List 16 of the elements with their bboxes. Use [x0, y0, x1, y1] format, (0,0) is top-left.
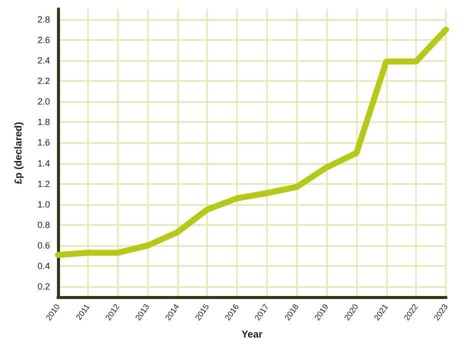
y-tick-label: 1.0 [37, 199, 50, 210]
y-tick-label: 2.2 [37, 76, 50, 86]
y-tick-label: 2.6 [37, 34, 50, 45]
y-tick-label: 0.6 [37, 240, 50, 251]
y-tick-label: 2.4 [37, 55, 50, 66]
y-tick-label: 0.8 [37, 220, 50, 230]
y-tick-label: 1.2 [37, 178, 50, 189]
y-tick-label: 2.0 [37, 96, 50, 107]
y-tick-label: 1.6 [37, 138, 50, 148]
y-axis-title: £p (declared) [14, 122, 24, 184]
y-tick-label: 0.2 [37, 282, 50, 292]
y-tick-label: 2.8 [37, 14, 50, 24]
y-tick-label: 1.8 [37, 117, 50, 128]
y-tick-label: 1.4 [37, 158, 50, 168]
y-tick-label: 0.4 [37, 261, 50, 272]
x-axis-title: Year [241, 330, 263, 340]
